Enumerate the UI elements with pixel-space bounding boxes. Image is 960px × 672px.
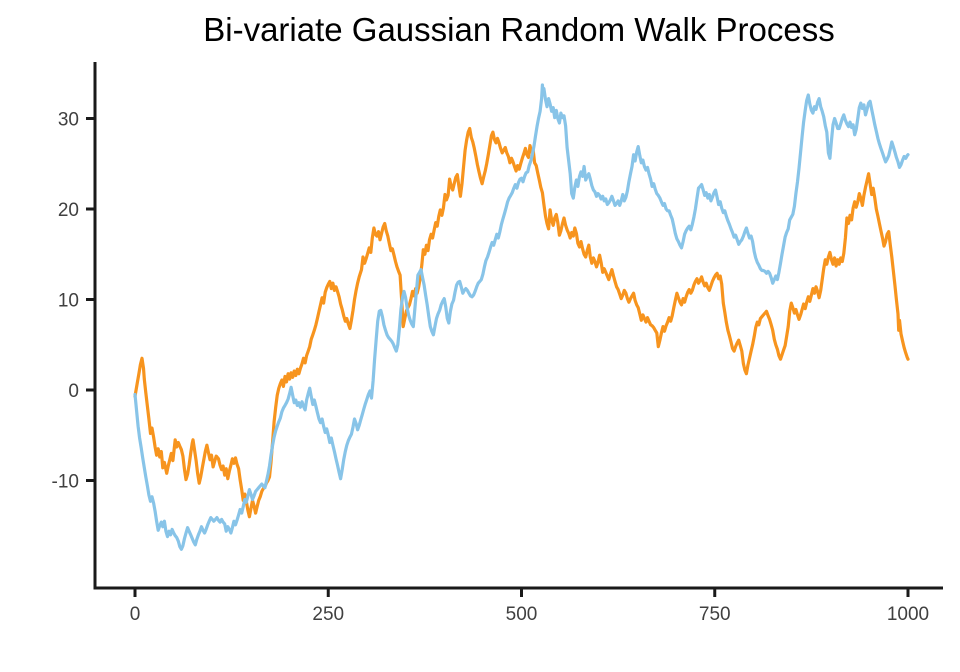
x-axis-tick-label: 750 <box>699 604 731 625</box>
x-axis-tick-label: 500 <box>506 604 538 625</box>
y-axis-ticks: -10 0 10 20 30 <box>52 110 95 493</box>
y-axis-tick-label: 20 <box>58 200 79 221</box>
series-line-random-walk-1 <box>133 126 910 519</box>
series-line-random-walk-2 <box>133 83 910 551</box>
x-axis-ticks: 0 250 500 750 1000 <box>130 588 929 625</box>
y-axis-tick-label: 10 <box>58 291 79 312</box>
x-axis-tick-label: 1000 <box>887 604 929 625</box>
x-axis-tick-label: 250 <box>312 604 344 625</box>
y-axis-tick-label: 30 <box>58 110 79 131</box>
x-axis-tick-label: 0 <box>130 604 141 625</box>
series-lines <box>133 83 910 551</box>
chart-title: Bi-variate Gaussian Random Walk Process <box>203 11 835 48</box>
y-axis-tick-label: 0 <box>68 381 79 402</box>
y-axis-tick-label: -10 <box>52 472 79 493</box>
